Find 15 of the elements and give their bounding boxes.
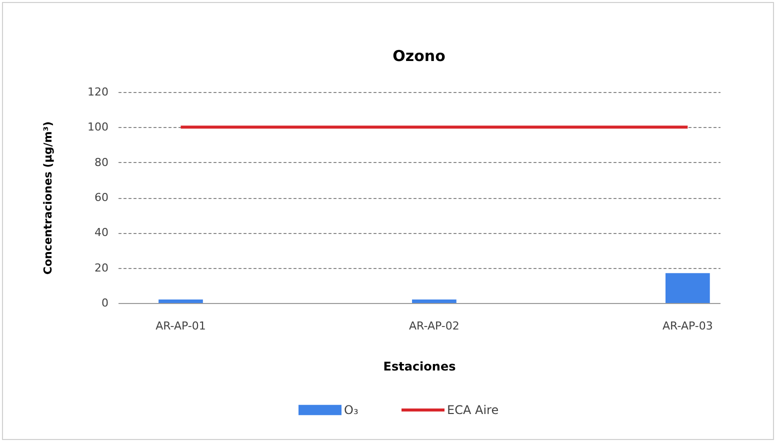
y-tick-label: 20 — [94, 261, 108, 274]
x-tick-label: AR-AP-02 — [409, 320, 460, 332]
x-tick-label: AR-AP-01 — [156, 320, 206, 332]
y-axis-title: Concentraciones (µg/m³) — [42, 121, 55, 275]
y-tick-label: 100 — [88, 120, 108, 134]
x-tick-label: AR-AP-03 — [662, 320, 713, 332]
x-axis-title: Estaciones — [383, 360, 456, 374]
legend-label: O₃ — [344, 403, 358, 417]
y-tick-label: 80 — [94, 156, 108, 169]
chart-title: Ozono — [392, 47, 446, 65]
legend-label: ECA Aire — [447, 403, 499, 417]
y-tick-label: 40 — [94, 226, 108, 240]
y-tick-label: 0 — [102, 296, 108, 310]
y-tick-label: 60 — [94, 191, 108, 204]
y-tick-label: 120 — [88, 86, 108, 98]
